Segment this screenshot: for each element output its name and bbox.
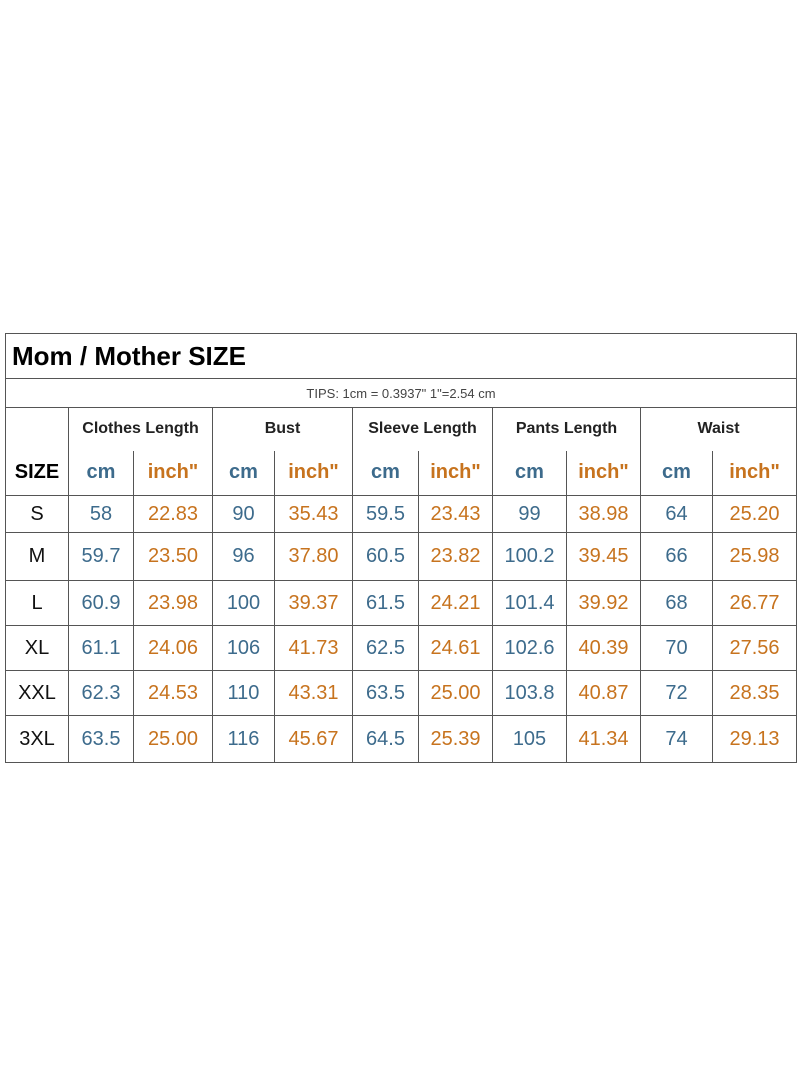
tips-row: TIPS: 1cm = 0.3937" 1"=2.54 cm: [4, 378, 798, 408]
cm-value: 103.8: [492, 670, 567, 716]
data-row: L 60.9 23.98 100 39.37 61.5 24.21 101.4 39.92 68 2…: [5, 580, 798, 626]
data-row: 3XL 63.5 25.00 116 45.67 64.5 25.39 105 41.34 74 2…: [5, 715, 798, 763]
inch-value: 28.35: [711, 670, 798, 716]
data-row: XXL 62.3 24.53 110 43.31 63.5 25.00 103.8 40.87 7…: [5, 670, 798, 716]
group-row: Clothes Length Bust Sleeve Length Pants Len…: [5, 407, 798, 451]
inch-value: 24.61: [418, 625, 493, 671]
cm-value: 99: [492, 495, 567, 533]
group-header: Bust: [212, 407, 353, 451]
group-header: Pants Length: [492, 407, 641, 451]
size-table: Mom / Mother SIZE TIPS: 1cm = 0.3937" 1"…: [4, 333, 798, 763]
inch-value: 45.67: [274, 715, 353, 763]
inch-value: 27.56: [711, 625, 798, 671]
cm-value: 64.5: [352, 715, 419, 763]
size-label: XXL: [5, 670, 69, 716]
inch-value: 37.80: [274, 532, 353, 581]
size-label: S: [5, 495, 69, 533]
size-label: M: [5, 532, 69, 581]
size-label: L: [5, 580, 69, 626]
inch-value: 23.43: [418, 495, 493, 533]
cm-value: 106: [212, 625, 275, 671]
cm-value: 100: [212, 580, 275, 626]
inch-value: 24.53: [133, 670, 213, 716]
inch-value: 35.43: [274, 495, 353, 533]
inch-value: 25.00: [418, 670, 493, 716]
cm-value: 72: [640, 670, 713, 716]
group-header: Waist: [639, 407, 798, 451]
corner-cell: [5, 407, 69, 451]
inch-value: 23.98: [133, 580, 213, 626]
unit-inch: inch": [274, 450, 353, 496]
table-body: Mom / Mother SIZE TIPS: 1cm = 0.3937" 1"…: [4, 333, 798, 763]
data-row: S 58 22.83 90 35.43 59.5 23.43 99 38.98 64 25.20: [5, 495, 798, 533]
inch-value: 29.13: [711, 715, 798, 763]
cm-value: 62.3: [68, 670, 134, 716]
unit-cm: cm: [352, 450, 419, 496]
inch-value: 25.00: [133, 715, 213, 763]
inch-value: 40.87: [566, 670, 641, 716]
unit-cm: cm: [640, 450, 713, 496]
cm-value: 101.4: [492, 580, 567, 626]
size-label: XL: [5, 625, 69, 671]
cm-value: 62.5: [352, 625, 419, 671]
unit-cm: cm: [68, 450, 134, 496]
cm-value: 110: [212, 670, 275, 716]
cm-value: 63.5: [352, 670, 419, 716]
cm-value: 63.5: [68, 715, 134, 763]
inch-value: 23.82: [418, 532, 493, 581]
cm-value: 102.6: [492, 625, 567, 671]
cm-value: 60.5: [352, 532, 419, 581]
cm-value: 105: [492, 715, 567, 763]
inch-value: 26.77: [711, 580, 798, 626]
cm-value: 96: [212, 532, 275, 581]
cm-value: 74: [640, 715, 713, 763]
cm-value: 70: [640, 625, 713, 671]
unit-cm: cm: [212, 450, 275, 496]
inch-value: 41.73: [274, 625, 353, 671]
cm-value: 58: [68, 495, 134, 533]
inch-value: 25.98: [711, 532, 798, 581]
size-header: SIZE: [5, 450, 69, 496]
inch-value: 24.06: [133, 625, 213, 671]
cm-value: 100.2: [492, 532, 567, 581]
inch-value: 24.21: [418, 580, 493, 626]
group-header: Sleeve Length: [352, 407, 493, 451]
unit-cm: cm: [492, 450, 567, 496]
unit-inch: inch": [711, 450, 798, 496]
size-label: 3XL: [5, 715, 69, 763]
group-header: Clothes Length: [68, 407, 213, 451]
inch-value: 41.34: [566, 715, 641, 763]
unit-inch: inch": [566, 450, 641, 496]
inch-value: 43.31: [274, 670, 353, 716]
data-row: M 59.7 23.50 96 37.80 60.5 23.82 100.2 39.45 66 25…: [5, 532, 798, 581]
inch-value: 23.50: [133, 532, 213, 581]
unit-inch: inch": [418, 450, 493, 496]
cm-value: 59.5: [352, 495, 419, 533]
cm-value: 60.9: [68, 580, 134, 626]
cm-value: 68: [640, 580, 713, 626]
data-row: XL 61.1 24.06 106 41.73 62.5 24.61 102.6 40.39 70…: [5, 625, 798, 671]
cm-value: 61.1: [68, 625, 134, 671]
cm-value: 116: [212, 715, 275, 763]
unit-row: SIZE cm inch" cm inch" cm inch" cm inch" cm inch": [5, 450, 798, 496]
cm-value: 90: [212, 495, 275, 533]
table-title: Mom / Mother SIZE: [4, 333, 798, 379]
cm-value: 66: [640, 532, 713, 581]
inch-value: 22.83: [133, 495, 213, 533]
inch-value: 39.45: [566, 532, 641, 581]
cm-value: 61.5: [352, 580, 419, 626]
cm-value: 59.7: [68, 532, 134, 581]
inch-value: 38.98: [566, 495, 641, 533]
inch-value: 39.92: [566, 580, 641, 626]
inch-value: 39.37: [274, 580, 353, 626]
cm-value: 64: [640, 495, 713, 533]
inch-value: 25.39: [418, 715, 493, 763]
unit-inch: inch": [133, 450, 213, 496]
title-row: Mom / Mother SIZE: [4, 333, 798, 379]
inch-value: 40.39: [566, 625, 641, 671]
tips: TIPS: 1cm = 0.3937" 1"=2.54 cm: [4, 378, 798, 408]
inch-value: 25.20: [711, 495, 798, 533]
